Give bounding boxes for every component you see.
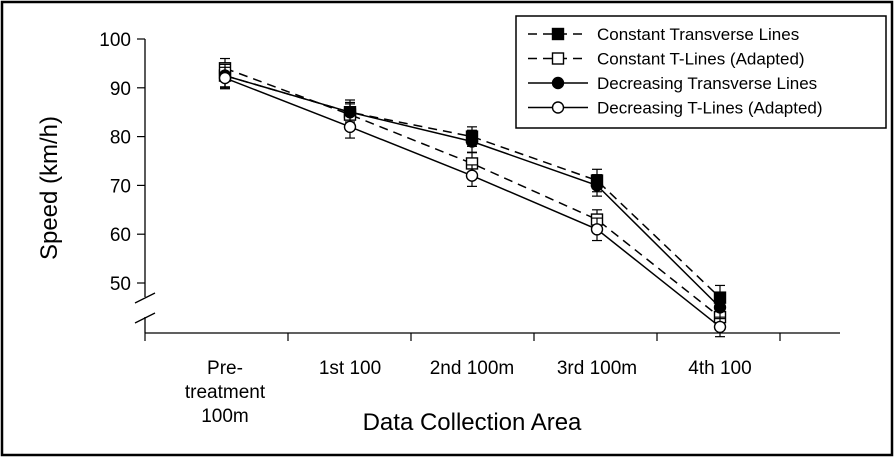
x-axis-title: Data Collection Area — [363, 409, 582, 436]
x-tick-label-line: 2nd 100m — [430, 358, 515, 379]
legend-item: Decreasing Transverse Lines — [528, 74, 817, 93]
legend-item: Constant Transverse Lines — [528, 25, 799, 44]
x-tick-label: Pre-treatment 100m — [185, 358, 266, 427]
x-tick-label-line: 100m — [201, 406, 249, 427]
legend-marker — [551, 27, 565, 41]
legend-label: Decreasing Transverse Lines — [597, 74, 817, 93]
y-tick-label: 100 — [99, 30, 131, 51]
x-axis-ticks: Pre-treatment 100m 1st 100 2nd 100m 3rd 100m… — [144, 333, 781, 427]
series-line — [224, 67, 721, 318]
y-tick-label: 50 — [110, 274, 131, 295]
data-point — [713, 320, 727, 334]
series-3 — [218, 63, 727, 320]
x-tick-label: 4th 100 — [688, 358, 751, 379]
x-tick-label-line: 1st 100 — [319, 358, 381, 379]
legend-marker — [551, 52, 565, 65]
legend-marker — [551, 101, 565, 114]
series-4 — [218, 66, 727, 338]
x-tick-label-line: treatment — [185, 382, 266, 403]
x-tick-label: 3rd 100m — [557, 358, 637, 379]
legend-item: Decreasing T-Lines (Adapted) — [528, 99, 823, 118]
axis-break-mark — [134, 312, 156, 324]
y-axis-title: Speed (km/h) — [36, 116, 63, 260]
data-point — [465, 169, 479, 182]
legend-label: Constant T-Lines (Adapted) — [597, 50, 805, 69]
y-tick-label: 60 — [110, 225, 131, 246]
legend-marker — [551, 76, 565, 90]
data-point — [465, 135, 479, 148]
data-point — [590, 223, 604, 236]
data-point — [590, 179, 604, 192]
axis-break-mark — [134, 292, 156, 304]
x-tick-label-line: Pre- — [207, 358, 243, 379]
x-tick-label: 1st 100 — [319, 358, 381, 379]
y-tick-label: 80 — [110, 128, 131, 149]
x-tick-label-line: 4th 100 — [688, 358, 751, 379]
legend-label: Decreasing T-Lines (Adapted) — [597, 99, 823, 118]
x-tick-label-line: 3rd 100m — [557, 358, 637, 379]
x-tick-label: 2nd 100m — [430, 358, 515, 379]
legend: Constant Transverse Lines Constant T-Line… — [515, 15, 887, 129]
y-tick-label: 90 — [110, 79, 131, 100]
axes — [134, 39, 840, 334]
data-point — [218, 71, 232, 85]
data-point — [343, 120, 357, 134]
data-point — [713, 301, 727, 314]
series-layer — [218, 57, 727, 338]
y-axis-ticks: 50 60 70 80 90 100 — [99, 30, 145, 295]
legend-item: Constant T-Lines (Adapted) — [528, 50, 805, 69]
series-line — [224, 74, 721, 299]
legend-label: Constant Transverse Lines — [597, 25, 799, 44]
y-tick-label: 70 — [110, 176, 131, 197]
